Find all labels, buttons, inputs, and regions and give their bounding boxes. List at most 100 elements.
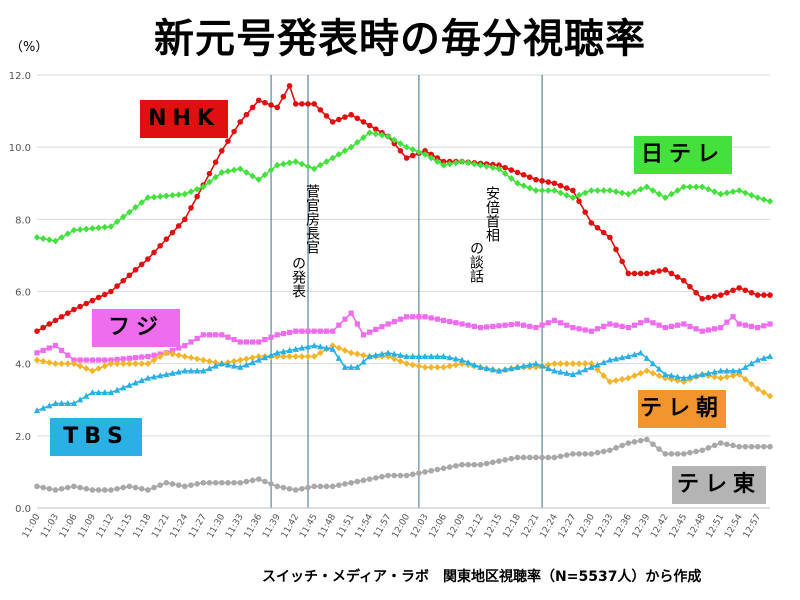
data-point [545,187,552,194]
data-point [588,451,595,457]
data-point [231,479,237,486]
data-point [625,353,632,360]
data-point [409,471,416,478]
data-point [607,447,613,454]
data-point [668,270,675,277]
data-point [225,479,231,486]
data-point [138,377,145,384]
data-point [569,371,577,378]
data-point [342,316,348,322]
data-point [46,236,53,244]
data-point [434,155,441,161]
data-point [304,163,312,170]
data-point [114,485,120,492]
data-point [360,332,367,338]
data-point [157,242,163,249]
data-point [421,150,429,158]
data-point [132,484,139,491]
data-point [533,176,539,183]
data-point [243,169,250,176]
data-point [46,345,52,351]
data-point [551,180,558,187]
data-point [156,193,164,200]
data-point [231,128,237,135]
data-point [514,321,521,327]
data-point [175,223,182,229]
data-point [415,362,423,370]
data-point [237,356,244,364]
data-point [64,484,71,491]
data-point [341,347,349,354]
data-point [576,198,582,205]
data-point [286,485,293,492]
data-point [52,317,59,324]
data-point [126,208,133,216]
data-point [656,322,662,328]
data-point [329,483,336,490]
data-point [64,230,71,238]
data-point [458,356,466,363]
data-point [514,169,521,176]
data-point [631,351,638,358]
data-point [230,362,238,369]
data-point [354,363,361,370]
data-point [570,187,576,194]
data-point [545,454,552,461]
data-point [761,443,767,450]
data-point [674,187,681,194]
data-point [446,362,453,370]
data-point [379,473,385,480]
data-point [89,487,96,493]
data-point [249,339,256,345]
data-point [354,321,360,327]
data-point [711,293,718,300]
data-point [299,328,305,334]
data-point [520,182,527,190]
data-point [280,348,287,355]
data-point [748,289,755,296]
data-point [403,155,410,161]
data-point [366,476,373,482]
data-point [150,356,158,364]
data-point [336,322,342,328]
data-point [452,355,460,362]
data-point [299,101,305,107]
data-point [243,478,250,485]
data-point [366,122,373,129]
data-point [508,167,515,173]
data-point [428,363,435,371]
data-point [267,166,275,174]
data-point [169,347,176,354]
data-point [767,443,773,450]
data-point [317,328,323,334]
data-point [354,350,361,358]
data-point [126,272,133,279]
data-point [588,360,595,368]
data-point [113,386,121,393]
data-point [594,361,601,368]
legend-tag-ntv: 日テレ [634,136,732,174]
data-point [218,169,225,176]
data-point [594,449,601,456]
data-point [194,193,200,200]
data-point [145,487,151,493]
data-point [459,461,465,468]
data-point [366,353,373,360]
data-point [434,158,441,165]
data-point [292,345,299,352]
data-point [317,161,324,169]
data-point [292,353,299,360]
legend-tag-tvasahi: テレ朝 [638,390,726,428]
data-point [736,187,743,194]
data-point [484,324,490,330]
data-point [200,332,206,338]
data-point [120,484,127,491]
data-point [631,372,638,380]
data-point [348,111,354,118]
data-point [311,101,317,107]
y-tick-label: 4.0 [15,360,31,371]
data-point [206,170,213,177]
data-point [95,389,102,396]
data-point [391,140,398,147]
